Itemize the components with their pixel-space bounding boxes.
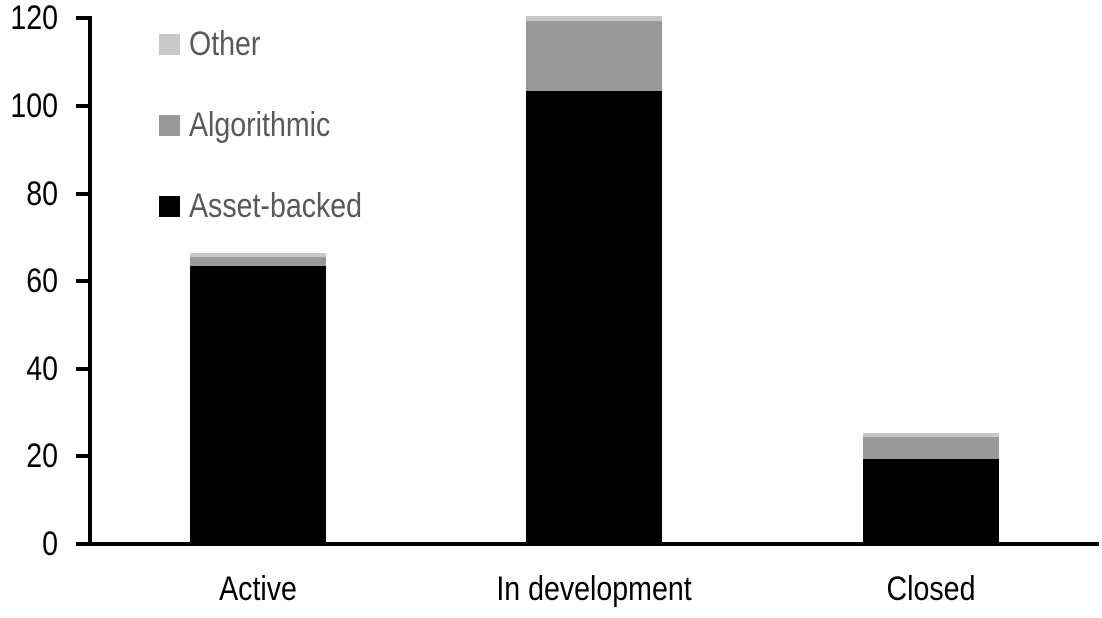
legend-item-asset-backed: Asset-backed [159,188,395,224]
category-label-closed: Closed [886,570,976,608]
y-axis-tick-label: 80 [26,174,58,213]
y-axis-tick-label: 20 [26,437,58,476]
legend-swatch-asset-backed [159,195,180,217]
y-axis-line [88,18,92,546]
bar-segment-active-other [190,252,326,258]
y-axis-tick-label: 120 [10,0,58,38]
category-label-active: Active [219,570,297,608]
bar-in-development [526,16,662,542]
bar-segment-in-development-asset-backed [526,90,662,542]
legend-label-algorithmic: Algorithmic [189,106,331,144]
bar-closed [863,432,999,542]
y-axis-tick-label: 60 [26,262,58,301]
bar-segment-active-algorithmic [190,257,326,267]
bar-segment-in-development-other [526,16,662,21]
bar-segment-closed-other [863,432,999,437]
bar-active [190,252,326,542]
category-label-in-development: In development [496,570,692,608]
bar-segment-in-development-algorithmic [526,20,662,91]
bar-segment-closed-asset-backed [863,458,999,542]
y-axis-tick [76,104,92,108]
y-axis-tick-label: 40 [26,349,58,388]
y-axis-tick-label: 0 [42,525,58,563]
y-axis-tick [76,454,92,459]
legend-label-other: Other [189,25,261,63]
x-axis-line [86,542,1099,546]
bar-segment-active-asset-backed [190,266,326,542]
bar-segment-closed-algorithmic [863,436,999,459]
legend-label-asset-backed: Asset-backed [189,187,363,225]
legend: Other Algorithmic Asset-backed [159,26,395,269]
legend-swatch-other [159,33,180,55]
legend-item-other: Other [159,26,395,62]
y-axis-tick [76,279,92,284]
y-axis-tick [76,366,92,371]
legend-swatch-algorithmic [159,114,180,136]
y-axis-tick [76,191,92,196]
y-axis-tick-label: 100 [10,87,58,125]
y-axis-tick [76,16,92,21]
y-axis-tick [76,542,92,546]
legend-item-algorithmic: Algorithmic [159,107,395,143]
